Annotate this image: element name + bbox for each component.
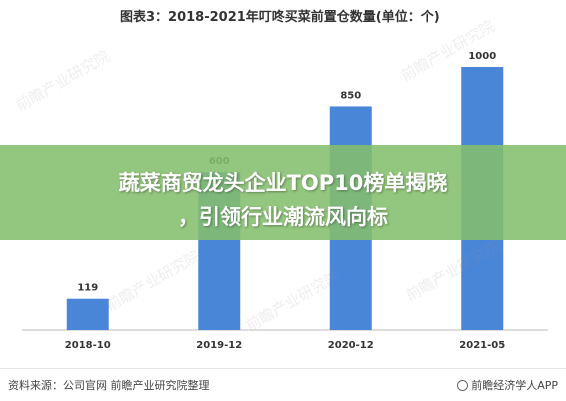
chart-title: 图表3：2018-2021年叮咚买菜前置仓数量(单位：个): [120, 10, 440, 25]
data-label-2021-05: 1000: [468, 51, 496, 62]
x-tick-label-2021-05: 2021-05: [459, 340, 505, 351]
headline-banner: 蔬菜商贸龙头企业TOP10榜单揭晓 ，引领行业潮流风向标: [0, 145, 566, 240]
data-label-2020-12: 850: [340, 90, 361, 101]
x-tick-label-2018-10: 2018-10: [65, 340, 111, 351]
brand-name: 前瞻经济学人APP: [471, 379, 558, 392]
footer: 资料来源：公司官网 前瞻产业研究院整理 前瞻经济学人APP: [0, 368, 566, 401]
brand-credit: 前瞻经济学人APP: [457, 377, 558, 393]
banner-headline-line2: ，引领行业潮流风向标: [178, 205, 388, 229]
x-tick-label-2020-12: 2020-12: [328, 340, 374, 351]
bar-2018-10: [66, 298, 109, 330]
brand-logo-icon: [457, 380, 469, 391]
x-tick-label-2019-12: 2019-12: [196, 340, 242, 351]
data-label-2018-10: 119: [77, 283, 98, 294]
banner-headline-line1: 蔬菜商贸龙头企业TOP10榜单揭晓: [118, 171, 448, 195]
source-note: 资料来源：公司官网 前瞻产业研究院整理: [8, 379, 210, 392]
